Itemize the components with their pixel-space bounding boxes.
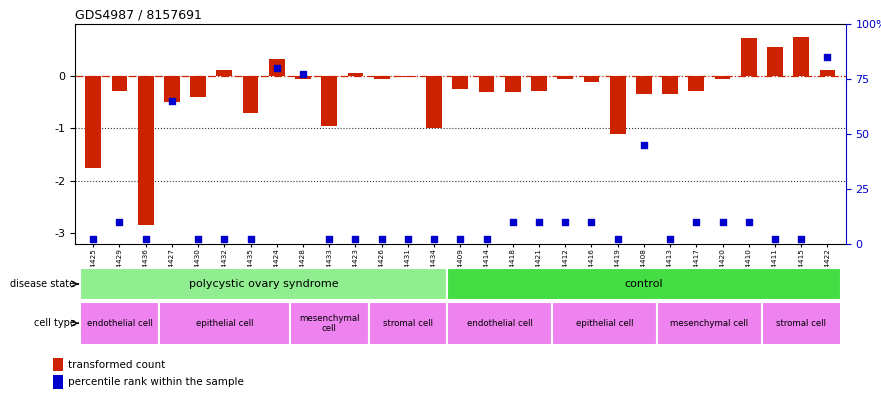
Bar <box>657 301 762 345</box>
Bar <box>505 76 521 92</box>
Bar <box>322 76 337 126</box>
Text: epithelial cell: epithelial cell <box>196 319 253 328</box>
Point <box>794 236 808 242</box>
Point <box>270 64 284 71</box>
Bar <box>558 76 573 79</box>
Text: percentile rank within the sample: percentile rank within the sample <box>69 377 244 387</box>
Bar <box>112 76 128 91</box>
Bar <box>793 37 809 76</box>
Bar <box>80 301 159 345</box>
Point <box>86 236 100 242</box>
Point <box>611 236 625 242</box>
Bar <box>374 76 389 79</box>
Point <box>637 141 651 148</box>
Point <box>715 219 729 225</box>
Text: mesenchymal cell: mesenchymal cell <box>670 319 749 328</box>
Text: endothelial cell: endothelial cell <box>86 319 152 328</box>
Text: cell type: cell type <box>33 318 76 328</box>
Point <box>401 236 415 242</box>
Text: stromal cell: stromal cell <box>776 319 826 328</box>
Point <box>820 53 834 60</box>
Bar <box>85 76 101 168</box>
Point <box>165 97 179 104</box>
Text: disease state: disease state <box>11 279 76 289</box>
Text: polycystic ovary syndrome: polycystic ovary syndrome <box>189 279 338 289</box>
Point <box>374 236 389 242</box>
Point <box>191 236 205 242</box>
Bar <box>53 358 63 371</box>
Point <box>454 236 468 242</box>
Point <box>506 219 520 225</box>
Point <box>113 219 127 225</box>
Point <box>532 219 546 225</box>
Bar <box>552 301 657 345</box>
Bar <box>762 301 840 345</box>
Bar <box>53 375 63 389</box>
Bar <box>190 76 206 97</box>
Bar <box>242 76 258 113</box>
Bar <box>290 301 368 345</box>
Bar <box>714 76 730 79</box>
Bar <box>741 38 757 76</box>
Bar <box>164 76 180 102</box>
Bar <box>426 76 442 129</box>
Point <box>663 236 677 242</box>
Bar <box>688 76 704 91</box>
Bar <box>80 268 448 300</box>
Point <box>348 236 362 242</box>
Point <box>689 219 703 225</box>
Bar <box>348 73 363 76</box>
Bar <box>531 76 547 91</box>
Point <box>218 236 232 242</box>
Point <box>584 219 598 225</box>
Text: mesenchymal
cell: mesenchymal cell <box>299 314 359 333</box>
Point <box>479 236 493 242</box>
Bar <box>819 70 835 76</box>
Point <box>138 236 152 242</box>
Bar <box>217 70 233 76</box>
Point <box>322 236 337 242</box>
Bar <box>610 76 626 134</box>
Bar <box>636 76 652 94</box>
Bar <box>583 76 599 82</box>
Bar <box>478 76 494 92</box>
Text: endothelial cell: endothelial cell <box>467 319 533 328</box>
Bar <box>159 301 290 345</box>
Text: epithelial cell: epithelial cell <box>576 319 633 328</box>
Bar <box>368 301 448 345</box>
Point <box>427 236 441 242</box>
Bar <box>448 301 552 345</box>
Bar <box>295 76 311 79</box>
Bar <box>448 268 840 300</box>
Bar <box>400 76 416 77</box>
Text: transformed count: transformed count <box>69 360 166 370</box>
Text: stromal cell: stromal cell <box>383 319 433 328</box>
Text: control: control <box>625 279 663 289</box>
Bar <box>269 59 285 76</box>
Bar <box>137 76 153 225</box>
Bar <box>663 76 678 94</box>
Point <box>559 219 573 225</box>
Text: GDS4987 / 8157691: GDS4987 / 8157691 <box>75 8 202 21</box>
Point <box>243 236 257 242</box>
Point <box>296 71 310 77</box>
Point <box>742 219 756 225</box>
Point <box>768 236 782 242</box>
Bar <box>453 76 468 89</box>
Bar <box>767 47 783 76</box>
